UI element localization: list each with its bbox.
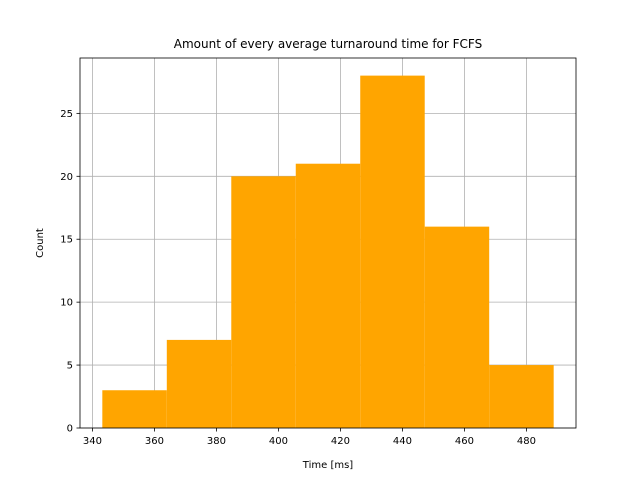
y-tick-label: 20 (60, 172, 73, 183)
y-tick-label: 25 (60, 109, 73, 120)
histogram-bar (489, 365, 554, 428)
histogram-bar (360, 75, 425, 428)
histogram-bar (166, 339, 232, 428)
y-tick-label: 10 (60, 298, 73, 309)
x-tick-label: 460 (455, 436, 474, 447)
y-tick-label: 15 (60, 235, 73, 246)
y-axis-label: Count (35, 228, 46, 258)
x-axis-label: Time [ms] (302, 460, 354, 471)
bars (102, 75, 554, 428)
x-tick-label: 380 (207, 436, 226, 447)
y-tick-label: 0 (67, 424, 73, 435)
plot-frame (79, 57, 577, 429)
chart-title: Amount of every average turnaround time … (174, 37, 482, 51)
x-tick-label: 360 (145, 436, 164, 447)
histogram-bar (102, 390, 167, 428)
y-tick-label: 5 (67, 361, 73, 372)
x-tick-label: 340 (83, 436, 102, 447)
x-tick-label: 440 (393, 436, 412, 447)
x-tick-label: 480 (517, 436, 536, 447)
histogram-bar (424, 226, 490, 428)
histogram-bar (231, 176, 296, 428)
x-tick-label: 400 (269, 436, 288, 447)
ticks: 340 360 380 400 420 440 460 480 0 5 10 15 20 25 (60, 109, 536, 447)
histogram-bar (295, 163, 361, 428)
x-tick-label: 420 (331, 436, 350, 447)
